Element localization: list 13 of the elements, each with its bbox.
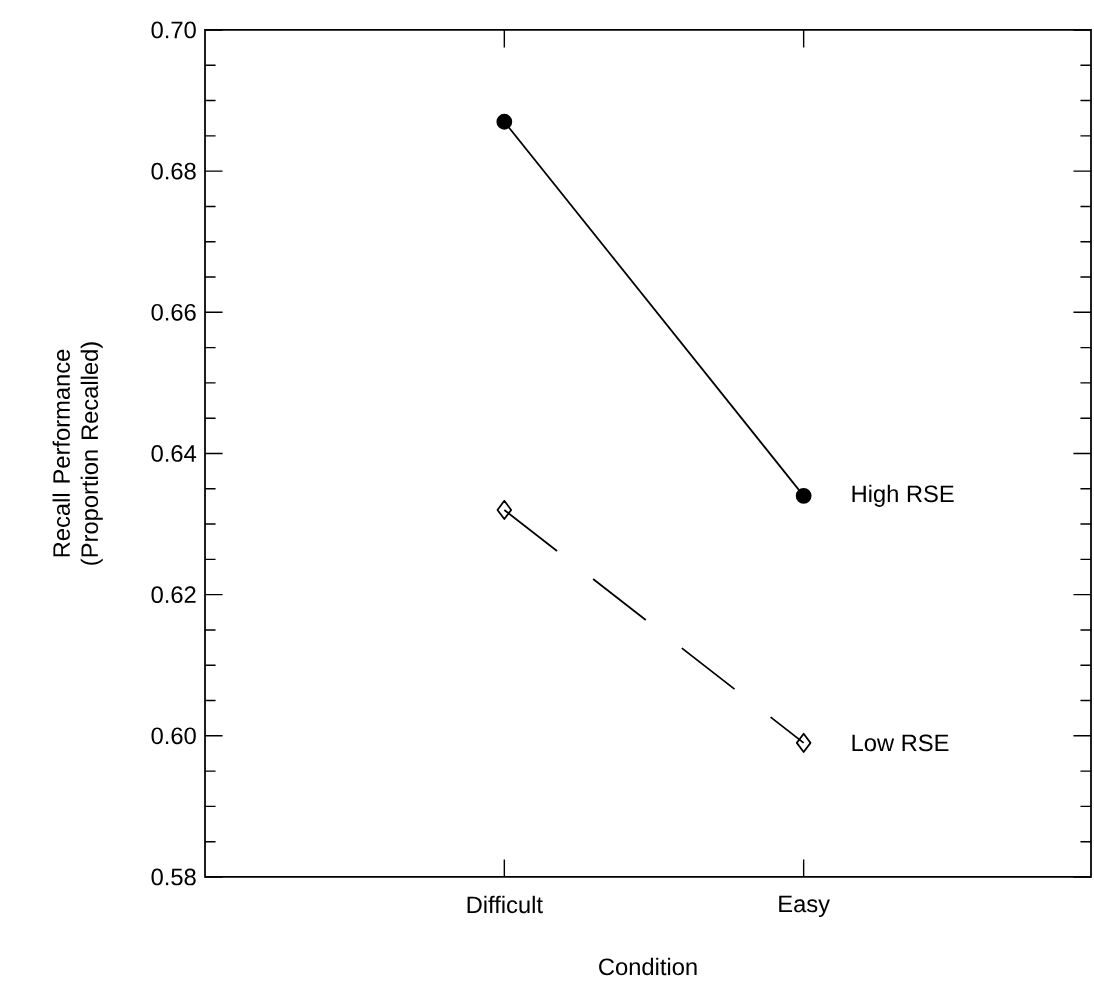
y-tick-label: 0.66	[151, 303, 196, 321]
x-tick-label: Difficult	[467, 895, 543, 914]
y-axis-title: Recall Performance (Proportion Recalled)	[52, 342, 103, 565]
y-tick-label: 0.62	[151, 586, 196, 603]
x-tick-label: Easy	[779, 895, 830, 917]
series-label: Low RSE	[852, 734, 949, 752]
y-tick-label: 0.64	[151, 445, 197, 462]
x-axis-title: Condition	[599, 957, 697, 976]
y-tick-label: 0.68	[151, 162, 196, 180]
series-label: High RSE	[852, 484, 954, 507]
y-tick-label: 0.58	[151, 868, 196, 886]
y-tick-label: 0.60	[151, 727, 196, 745]
y-tick-label: 0.70	[151, 21, 196, 39]
